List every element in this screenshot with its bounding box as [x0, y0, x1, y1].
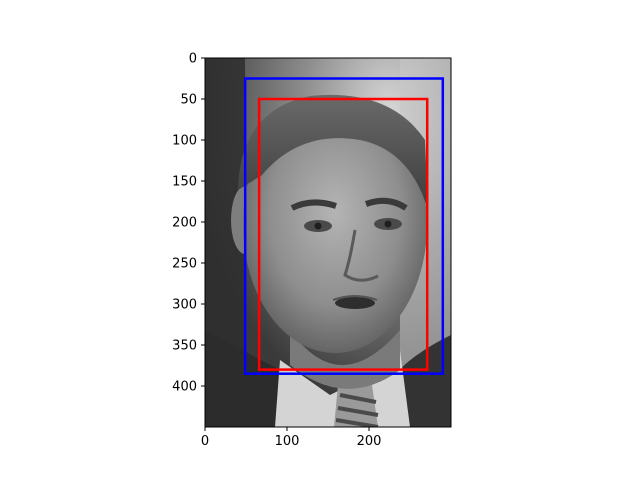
y-tick-label: 200 [172, 216, 197, 231]
y-tick-label: 50 [180, 93, 197, 108]
bounding-boxes [243, 77, 445, 375]
x-tick-label: 0 [201, 434, 209, 449]
y-axis: 0 50 100 150 200 250 300 350 400 [172, 52, 205, 395]
y-tick-label: 250 [172, 257, 197, 272]
axes-frame [204, 57, 452, 428]
x-axis: 0 100 200 [201, 427, 382, 449]
y-tick-label: 400 [172, 380, 197, 395]
y-tick-label: 100 [172, 134, 197, 149]
bounding-box-1 [243, 77, 445, 375]
x-tick-label: 100 [275, 434, 300, 449]
x-tick-label: 200 [357, 434, 382, 449]
bounding-box-2 [257, 97, 429, 371]
portrait-image [205, 58, 451, 427]
y-tick-label: 350 [172, 339, 197, 354]
y-tick-label: 300 [172, 298, 197, 313]
y-tick-label: 0 [189, 52, 197, 67]
y-tick-label: 150 [172, 175, 197, 190]
